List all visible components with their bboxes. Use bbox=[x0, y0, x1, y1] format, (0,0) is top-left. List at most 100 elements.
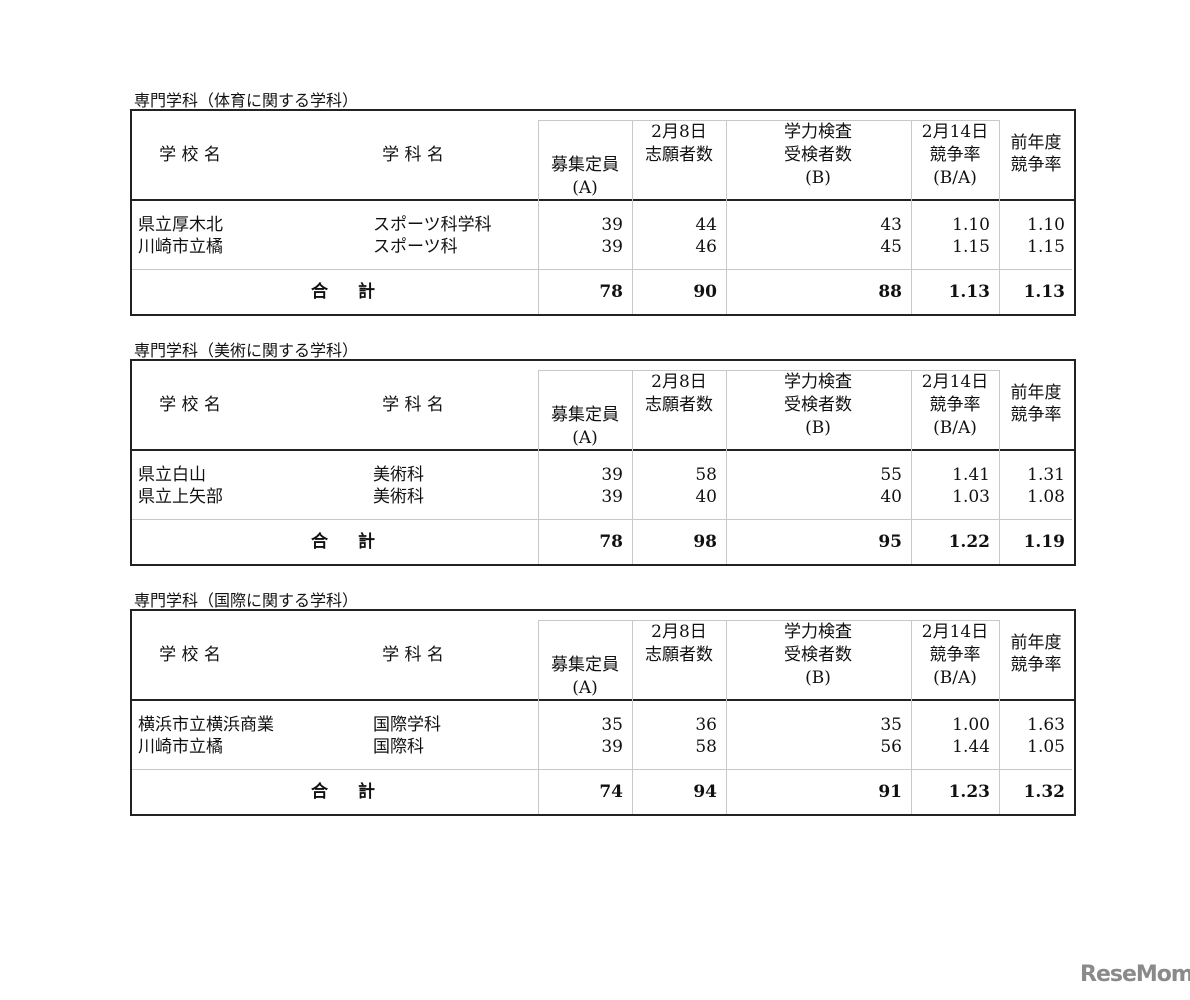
header-ratio: 2月14日 bbox=[921, 372, 989, 392]
header-department: 学 科 名 bbox=[382, 645, 444, 665]
header-prev-ratio: 前年度 bbox=[1010, 383, 1062, 403]
column-divider bbox=[911, 370, 912, 564]
header-applicants: 志願者数 bbox=[645, 145, 713, 165]
row-school: 川崎市立橘 bbox=[138, 237, 223, 257]
row-department: 美術科 bbox=[373, 487, 424, 507]
header-ratio: 2月14日 bbox=[921, 622, 989, 642]
header-ratio: 2月14日 bbox=[921, 122, 989, 142]
row-department: 国際学科 bbox=[373, 715, 441, 735]
header-examinees: (B) bbox=[805, 668, 831, 688]
header-prev-ratio: 競争率 bbox=[1010, 405, 1062, 425]
row-applicants: 44 bbox=[695, 215, 717, 235]
row-ratio: 1.10 bbox=[952, 215, 990, 235]
total-label: 計 bbox=[358, 282, 375, 302]
column-divider bbox=[999, 120, 1000, 314]
row-applicants: 58 bbox=[695, 465, 717, 485]
header-capacity: (A) bbox=[572, 178, 598, 198]
header-prev-ratio: 前年度 bbox=[1010, 133, 1062, 153]
row-department: スポーツ科 bbox=[373, 237, 458, 257]
column-divider bbox=[726, 620, 727, 814]
total-applicants: 94 bbox=[693, 782, 717, 802]
row-ratio: 1.00 bbox=[952, 715, 990, 735]
header-school: 学 校 名 bbox=[159, 395, 221, 415]
table-title: 専門学科（美術に関する学科） bbox=[134, 341, 359, 360]
row-examinees: 45 bbox=[880, 237, 902, 257]
total-label: 合 bbox=[311, 282, 328, 302]
row-prev-ratio: 1.05 bbox=[1027, 737, 1065, 757]
header-applicants: 2月8日 bbox=[651, 372, 707, 392]
total-ratio: 1.22 bbox=[948, 532, 990, 552]
header-capacity: 募集定員 bbox=[551, 155, 619, 175]
column-divider bbox=[911, 120, 912, 314]
row-school: 県立厚木北 bbox=[138, 215, 223, 235]
column-divider bbox=[538, 370, 539, 564]
row-examinees: 55 bbox=[880, 465, 902, 485]
header-ratio: 競争率 bbox=[929, 645, 981, 665]
column-divider bbox=[632, 620, 633, 814]
row-school: 横浜市立横浜商業 bbox=[138, 715, 274, 735]
header-bottom-line bbox=[130, 699, 1074, 701]
header-ratio: (B/A) bbox=[933, 168, 977, 188]
row-school: 県立上矢部 bbox=[138, 487, 223, 507]
row-department: 国際科 bbox=[373, 737, 424, 757]
row-ratio: 1.03 bbox=[952, 487, 990, 507]
total-applicants: 98 bbox=[693, 532, 717, 552]
column-divider bbox=[999, 370, 1000, 564]
row-department: 美術科 bbox=[373, 465, 424, 485]
row-school: 県立白山 bbox=[138, 465, 206, 485]
row-prev-ratio: 1.08 bbox=[1027, 487, 1065, 507]
column-divider bbox=[726, 370, 727, 564]
total-label: 計 bbox=[358, 532, 375, 552]
row-applicants: 46 bbox=[695, 237, 717, 257]
row-prev-ratio: 1.15 bbox=[1027, 237, 1065, 257]
row-capacity: 39 bbox=[601, 487, 623, 507]
total-ratio: 1.23 bbox=[948, 782, 990, 802]
row-applicants: 36 bbox=[695, 715, 717, 735]
header-prev-ratio: 前年度 bbox=[1010, 633, 1062, 653]
column-divider bbox=[999, 620, 1000, 814]
header-examinees: 学力検査 bbox=[784, 372, 852, 392]
total-examinees: 91 bbox=[878, 782, 902, 802]
header-school: 学 校 名 bbox=[159, 645, 221, 665]
row-capacity: 35 bbox=[601, 715, 623, 735]
total-examinees: 88 bbox=[878, 282, 902, 302]
row-capacity: 39 bbox=[601, 215, 623, 235]
header-ratio: (B/A) bbox=[933, 668, 977, 688]
header-applicants: 2月8日 bbox=[651, 622, 707, 642]
total-ratio: 1.13 bbox=[948, 282, 990, 302]
header-examinees: (B) bbox=[805, 418, 831, 438]
row-prev-ratio: 1.31 bbox=[1027, 465, 1065, 485]
table-border bbox=[130, 609, 1076, 816]
column-divider bbox=[632, 120, 633, 314]
row-examinees: 56 bbox=[880, 737, 902, 757]
total-prev-ratio: 1.19 bbox=[1023, 532, 1065, 552]
header-prev-ratio: 競争率 bbox=[1010, 155, 1062, 175]
header-capacity: 募集定員 bbox=[551, 655, 619, 675]
total-label: 合 bbox=[311, 782, 328, 802]
column-divider bbox=[538, 120, 539, 314]
column-divider bbox=[538, 620, 539, 814]
total-separator bbox=[132, 769, 1072, 770]
header-applicants: 志願者数 bbox=[645, 645, 713, 665]
total-capacity: 78 bbox=[599, 532, 623, 552]
header-school: 学 校 名 bbox=[159, 145, 221, 165]
header-cell-top-line bbox=[538, 120, 999, 121]
total-capacity: 74 bbox=[599, 782, 623, 802]
table-title: 専門学科（国際に関する学科） bbox=[134, 591, 359, 610]
header-capacity: (A) bbox=[572, 428, 598, 448]
total-examinees: 95 bbox=[878, 532, 902, 552]
row-capacity: 39 bbox=[601, 465, 623, 485]
header-cell-top-line bbox=[538, 620, 999, 621]
row-applicants: 40 bbox=[695, 487, 717, 507]
header-examinees: (B) bbox=[805, 168, 831, 188]
header-examinees: 学力検査 bbox=[784, 622, 852, 642]
row-prev-ratio: 1.10 bbox=[1027, 215, 1065, 235]
row-ratio: 1.41 bbox=[952, 465, 990, 485]
row-ratio: 1.44 bbox=[952, 737, 990, 757]
header-applicants: 志願者数 bbox=[645, 395, 713, 415]
row-capacity: 39 bbox=[601, 737, 623, 757]
header-capacity: (A) bbox=[572, 678, 598, 698]
total-prev-ratio: 1.13 bbox=[1023, 282, 1065, 302]
total-prev-ratio: 1.32 bbox=[1023, 782, 1065, 802]
row-ratio: 1.15 bbox=[952, 237, 990, 257]
